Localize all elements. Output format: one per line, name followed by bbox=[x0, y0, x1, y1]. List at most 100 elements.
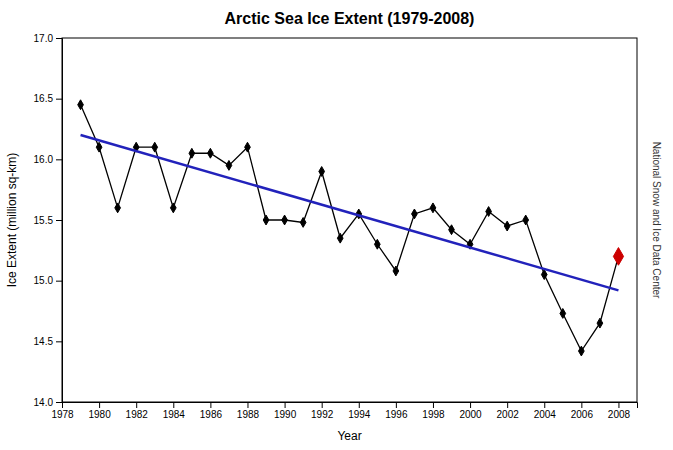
tick-label: 2002 bbox=[497, 409, 520, 420]
tick-mark bbox=[173, 402, 174, 408]
x-tick: 1994 bbox=[348, 402, 371, 420]
tick-mark bbox=[322, 402, 323, 408]
y-axis: 14.0 14.5 15.0 15.5 16.0 16.5 17.0 bbox=[34, 33, 63, 408]
y-tick: 15.0 bbox=[34, 275, 62, 286]
x-tick: 1992 bbox=[311, 402, 334, 420]
tick-mark bbox=[56, 159, 62, 160]
y-tick: 14.5 bbox=[34, 336, 62, 347]
data-point bbox=[226, 160, 232, 170]
tick-label: 15.0 bbox=[34, 275, 54, 286]
data-point bbox=[523, 215, 529, 225]
marks bbox=[78, 100, 624, 356]
x-tick: 1998 bbox=[422, 402, 445, 420]
tick-label: 1994 bbox=[348, 409, 371, 420]
axis-domain bbox=[63, 403, 638, 409]
data-point bbox=[486, 207, 492, 217]
tick-label: 1986 bbox=[200, 409, 223, 420]
tick-label: 14.0 bbox=[34, 397, 54, 408]
x-tick: 1990 bbox=[274, 402, 297, 420]
tick-label: 2006 bbox=[571, 409, 594, 420]
y-axis-title: Ice Extent (million sq-km) bbox=[5, 153, 19, 288]
tick-label: 15.5 bbox=[34, 215, 54, 226]
x-tick: 1982 bbox=[126, 402, 149, 420]
tick-label: 1982 bbox=[126, 409, 149, 420]
x-tick: 1988 bbox=[237, 402, 260, 420]
data-point bbox=[393, 266, 399, 276]
tick-label: 2004 bbox=[534, 409, 557, 420]
y-tick: 14.0 bbox=[34, 397, 62, 408]
chart: 1978 1980 1982 1984 1986 1988 1990 1992 1994 1996… bbox=[0, 0, 673, 450]
tick-mark bbox=[99, 402, 100, 408]
tick-mark bbox=[136, 402, 137, 408]
tick-mark bbox=[56, 38, 62, 39]
data-point bbox=[449, 225, 455, 235]
data-point bbox=[597, 318, 603, 328]
tick-label: 1984 bbox=[163, 409, 186, 420]
data-point bbox=[412, 209, 418, 219]
tick-mark bbox=[285, 402, 286, 408]
trend-line bbox=[81, 135, 619, 290]
tick-mark bbox=[507, 402, 508, 408]
tick-label: 16.0 bbox=[34, 154, 54, 165]
data-point bbox=[152, 142, 158, 152]
data-point bbox=[170, 203, 176, 213]
y-tick: 15.5 bbox=[34, 215, 62, 226]
x-tick: 2006 bbox=[571, 402, 594, 420]
tick-label: 1996 bbox=[385, 409, 408, 420]
data-point bbox=[319, 167, 325, 177]
data-point bbox=[245, 142, 251, 152]
x-tick: 1996 bbox=[385, 402, 408, 420]
tick-mark bbox=[433, 402, 434, 408]
highlight-point bbox=[613, 248, 623, 266]
y-tick: 17.0 bbox=[34, 33, 62, 44]
y-tick: 16.0 bbox=[34, 154, 62, 165]
plot-frame bbox=[62, 38, 637, 402]
plot: 1978 1980 1982 1984 1986 1988 1990 1992 1994 1996… bbox=[34, 33, 638, 420]
tick-label: 1978 bbox=[51, 409, 74, 420]
tick-mark bbox=[581, 402, 582, 408]
tick-label: 1998 bbox=[422, 409, 445, 420]
data-point bbox=[560, 309, 566, 319]
tick-label: 1980 bbox=[88, 409, 111, 420]
tick-mark bbox=[56, 402, 62, 403]
tick-mark bbox=[56, 220, 62, 221]
tick-mark bbox=[247, 402, 248, 408]
x-tick: 1984 bbox=[163, 402, 186, 420]
tick-label: 16.5 bbox=[34, 93, 54, 104]
tick-mark bbox=[544, 402, 545, 408]
tick-mark bbox=[618, 402, 619, 408]
data-point bbox=[374, 239, 380, 249]
annotation: National Snow and Ice Data Center bbox=[651, 142, 662, 299]
data-point bbox=[208, 148, 214, 158]
x-tick: 2008 bbox=[608, 402, 631, 420]
data-line bbox=[81, 105, 619, 351]
title: Arctic Sea Ice Extent (1979-2008) bbox=[225, 10, 475, 27]
tick-mark bbox=[56, 341, 62, 342]
tick-mark bbox=[470, 402, 471, 408]
data-point bbox=[504, 221, 510, 231]
data-point bbox=[96, 142, 102, 152]
data-point bbox=[263, 215, 269, 225]
x-axis: 1978 1980 1982 1984 1986 1988 1990 1992 1994 1996… bbox=[51, 402, 637, 420]
data-point bbox=[189, 148, 195, 158]
data-point bbox=[282, 215, 288, 225]
tick-label: 1990 bbox=[274, 409, 297, 420]
y-tick: 16.5 bbox=[34, 93, 62, 104]
x-tick: 1978 bbox=[51, 402, 74, 420]
x-tick: 2004 bbox=[534, 402, 557, 420]
tick-label: 17.0 bbox=[34, 33, 54, 44]
data-point bbox=[430, 203, 436, 213]
tick-mark bbox=[210, 402, 211, 408]
data-point bbox=[337, 233, 343, 243]
data-point bbox=[78, 100, 84, 110]
x-axis-title: Year bbox=[337, 429, 361, 443]
tick-label: 2008 bbox=[608, 409, 631, 420]
tick-mark bbox=[359, 402, 360, 408]
tick-label: 1988 bbox=[237, 409, 260, 420]
tick-mark bbox=[56, 281, 62, 282]
x-tick: 2000 bbox=[459, 402, 482, 420]
data-point bbox=[300, 218, 306, 228]
x-tick: 2002 bbox=[497, 402, 520, 420]
tick-mark bbox=[396, 402, 397, 408]
data-point bbox=[541, 270, 547, 280]
